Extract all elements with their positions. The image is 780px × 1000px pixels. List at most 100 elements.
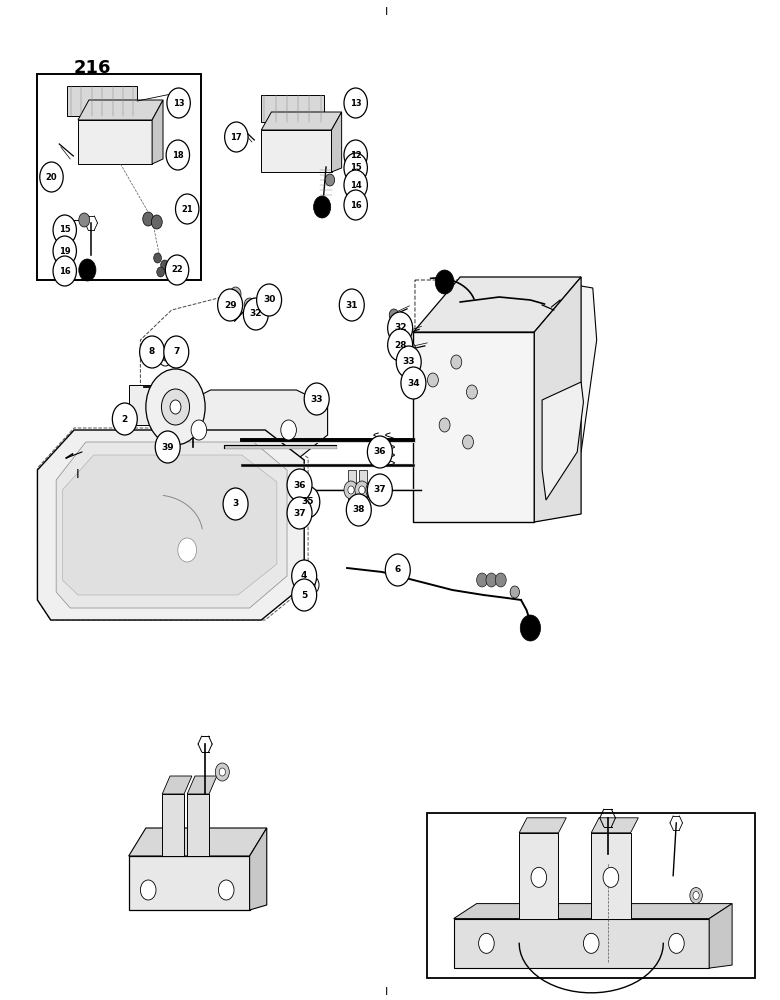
Circle shape bbox=[292, 560, 317, 592]
Text: 33: 33 bbox=[402, 358, 415, 366]
Text: 19: 19 bbox=[59, 246, 70, 255]
Circle shape bbox=[325, 174, 335, 186]
Circle shape bbox=[385, 554, 410, 586]
Polygon shape bbox=[591, 833, 630, 919]
Circle shape bbox=[401, 328, 410, 340]
Polygon shape bbox=[129, 856, 250, 910]
Text: 20: 20 bbox=[46, 172, 57, 182]
Text: 6: 6 bbox=[395, 566, 401, 574]
Circle shape bbox=[396, 346, 421, 378]
Circle shape bbox=[388, 329, 413, 361]
Text: 18: 18 bbox=[172, 150, 183, 159]
Polygon shape bbox=[187, 776, 217, 794]
Circle shape bbox=[510, 586, 519, 598]
Text: 22: 22 bbox=[171, 265, 183, 274]
Text: 36: 36 bbox=[293, 481, 306, 489]
Text: 34: 34 bbox=[407, 378, 420, 387]
Circle shape bbox=[143, 212, 154, 226]
Circle shape bbox=[344, 140, 367, 170]
Circle shape bbox=[155, 431, 180, 463]
Circle shape bbox=[157, 267, 165, 277]
Text: I: I bbox=[385, 987, 388, 997]
Text: 216: 216 bbox=[74, 59, 112, 77]
Circle shape bbox=[346, 494, 371, 526]
Circle shape bbox=[531, 867, 547, 887]
Circle shape bbox=[161, 389, 190, 425]
Polygon shape bbox=[348, 470, 356, 515]
Text: 36: 36 bbox=[374, 448, 386, 456]
Polygon shape bbox=[542, 382, 583, 500]
Text: 31: 31 bbox=[346, 300, 358, 310]
Polygon shape bbox=[261, 130, 332, 172]
Circle shape bbox=[218, 289, 243, 321]
Text: 13: 13 bbox=[350, 99, 361, 107]
Text: 29: 29 bbox=[224, 300, 236, 310]
Polygon shape bbox=[332, 112, 342, 172]
Text: 4: 4 bbox=[301, 572, 307, 580]
Text: 14: 14 bbox=[349, 180, 362, 190]
Circle shape bbox=[244, 298, 255, 312]
Circle shape bbox=[295, 486, 320, 518]
Polygon shape bbox=[250, 828, 267, 910]
Circle shape bbox=[287, 497, 312, 529]
Circle shape bbox=[243, 298, 268, 330]
Polygon shape bbox=[591, 818, 638, 833]
Circle shape bbox=[162, 353, 168, 361]
Polygon shape bbox=[152, 100, 163, 164]
Circle shape bbox=[344, 190, 367, 220]
Circle shape bbox=[169, 348, 183, 366]
Circle shape bbox=[367, 436, 392, 468]
Text: 37: 37 bbox=[293, 508, 306, 518]
Polygon shape bbox=[162, 776, 192, 794]
Circle shape bbox=[486, 573, 497, 587]
Polygon shape bbox=[187, 794, 209, 856]
Circle shape bbox=[79, 213, 90, 227]
Text: 32: 32 bbox=[394, 324, 406, 332]
Text: 38: 38 bbox=[353, 506, 365, 514]
Circle shape bbox=[359, 486, 365, 494]
Polygon shape bbox=[534, 277, 581, 522]
Circle shape bbox=[165, 255, 189, 285]
Text: I: I bbox=[385, 7, 388, 17]
Polygon shape bbox=[129, 385, 164, 425]
Text: 2: 2 bbox=[122, 414, 128, 424]
Circle shape bbox=[191, 420, 207, 440]
Text: 8: 8 bbox=[149, 348, 155, 357]
Circle shape bbox=[477, 573, 488, 587]
Text: 15: 15 bbox=[58, 226, 71, 234]
Circle shape bbox=[170, 400, 181, 414]
Circle shape bbox=[495, 573, 506, 587]
Text: 32: 32 bbox=[250, 310, 262, 318]
Circle shape bbox=[287, 469, 312, 501]
Circle shape bbox=[140, 336, 165, 368]
Circle shape bbox=[223, 488, 248, 520]
Circle shape bbox=[304, 383, 329, 415]
Circle shape bbox=[370, 486, 376, 494]
Text: 12: 12 bbox=[349, 150, 362, 159]
Circle shape bbox=[466, 385, 477, 399]
Circle shape bbox=[305, 576, 319, 594]
Text: 39: 39 bbox=[161, 442, 174, 452]
Text: 28: 28 bbox=[394, 340, 406, 350]
Circle shape bbox=[178, 538, 197, 562]
Circle shape bbox=[218, 880, 234, 900]
Text: 37: 37 bbox=[374, 486, 386, 494]
Circle shape bbox=[463, 435, 473, 449]
Circle shape bbox=[53, 215, 76, 245]
Text: 16: 16 bbox=[349, 200, 362, 210]
Circle shape bbox=[301, 563, 315, 581]
Polygon shape bbox=[709, 904, 732, 968]
Text: 17: 17 bbox=[231, 132, 242, 141]
Circle shape bbox=[140, 880, 156, 900]
Circle shape bbox=[348, 486, 354, 494]
Circle shape bbox=[381, 486, 387, 494]
Polygon shape bbox=[56, 442, 287, 608]
Circle shape bbox=[161, 260, 168, 270]
Polygon shape bbox=[413, 277, 581, 332]
Polygon shape bbox=[542, 280, 597, 458]
Circle shape bbox=[219, 768, 225, 776]
Text: 21: 21 bbox=[181, 205, 193, 214]
Circle shape bbox=[112, 403, 137, 435]
Polygon shape bbox=[519, 833, 558, 919]
Polygon shape bbox=[261, 112, 342, 130]
